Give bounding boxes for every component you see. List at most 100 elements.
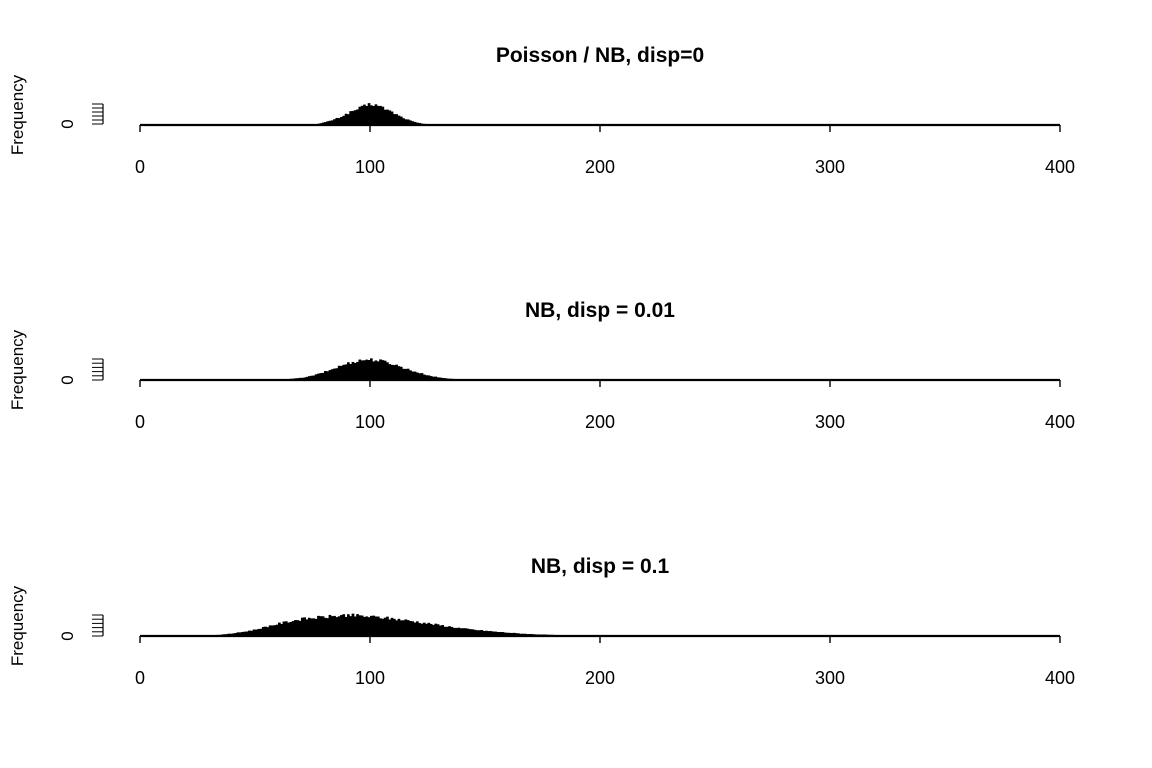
histogram-bar	[402, 620, 405, 636]
histogram-bar	[367, 360, 371, 380]
histogram-bar	[457, 627, 461, 636]
y-axis-label: Frequency	[8, 329, 27, 410]
histogram-bar	[347, 362, 350, 380]
histogram-bar	[402, 118, 405, 125]
histogram-bar	[324, 617, 327, 636]
histogram-bar	[353, 616, 357, 636]
histogram-bar	[519, 633, 523, 636]
histogram-bar	[413, 371, 417, 380]
histogram-bar	[489, 631, 493, 636]
x-tick-label: 100	[355, 412, 385, 432]
histogram-bars	[209, 613, 601, 636]
histogram-bar	[510, 632, 513, 636]
histogram-bar	[312, 375, 316, 380]
histogram-bar	[485, 630, 488, 636]
histogram-bar	[455, 627, 458, 636]
x-tick-label: 0	[135, 157, 145, 177]
histogram-bar	[229, 633, 233, 636]
histogram-bar	[351, 110, 355, 125]
histogram-bar	[291, 621, 295, 636]
x-tick-label: 0	[135, 668, 145, 688]
histogram-bar	[383, 617, 387, 636]
histogram-bar	[296, 620, 300, 636]
histogram-panel-2: NB, disp = 0.01 Frequency 0 0 100 200 300 40…	[8, 299, 1075, 432]
histogram-bar	[310, 618, 313, 636]
histogram-bar	[280, 623, 283, 636]
histogram-bar	[257, 628, 260, 636]
x-tick-label: 200	[585, 157, 615, 177]
histogram-bar	[294, 620, 297, 636]
histogram-bar	[422, 374, 426, 380]
histogram-bar	[386, 616, 389, 636]
histogram-bar	[397, 366, 401, 380]
histogram-bar	[418, 623, 421, 636]
histogram-bar	[406, 119, 410, 125]
histogram-bar	[390, 617, 394, 636]
histogram-bar	[317, 615, 320, 636]
y-tick-label: 0	[58, 631, 77, 640]
x-axis: 0 100 200 300 400	[135, 123, 1075, 177]
histogram-bar	[365, 105, 369, 125]
histogram-bar	[514, 633, 518, 636]
histogram-bar	[268, 625, 272, 636]
histogram-bar	[505, 632, 509, 636]
histogram-bar	[374, 616, 378, 636]
histogram-bar	[393, 618, 396, 636]
histogram-bar	[464, 628, 467, 636]
x-tick-label: 200	[585, 668, 615, 688]
histogram-bar	[321, 616, 325, 636]
histogram-bar	[374, 360, 378, 380]
histogram-bar	[255, 629, 258, 636]
histogram-bar	[402, 368, 405, 380]
x-tick-label: 300	[815, 668, 845, 688]
histogram-bar	[372, 615, 375, 636]
histogram-bar	[344, 616, 348, 636]
histogram-panel-1: Poisson / NB, disp=0 Frequency 0 0 100 200…	[8, 44, 1075, 177]
histogram-bar	[379, 618, 382, 636]
histogram-bar	[324, 122, 327, 125]
histogram-bar	[351, 613, 355, 636]
histogram-bar	[349, 616, 352, 636]
histogram-bar	[365, 616, 369, 636]
histogram-bar	[314, 374, 318, 380]
histogram-bar	[468, 629, 472, 636]
histogram-bar	[360, 615, 364, 636]
histogram-bar	[429, 376, 433, 380]
x-tick-label: 400	[1045, 412, 1075, 432]
y-tick-label: 0	[58, 119, 77, 128]
histogram-bar	[491, 631, 495, 636]
histogram-bar	[321, 372, 325, 380]
histogram-bar	[337, 365, 341, 380]
histogram-bar	[335, 617, 339, 636]
histogram-bar	[498, 632, 502, 636]
histogram-bar	[259, 628, 263, 636]
histogram-bar	[365, 359, 369, 380]
histogram-bar	[459, 628, 463, 636]
histogram-bar	[363, 104, 366, 125]
histogram-bar	[287, 622, 290, 636]
histogram-bar	[326, 371, 329, 380]
histogram-bar	[427, 375, 431, 380]
histogram-bar	[227, 633, 231, 636]
y-axis-label: Frequency	[8, 74, 27, 155]
histogram-bar	[478, 630, 481, 636]
histogram-bar	[340, 116, 343, 125]
histogram-bar	[390, 364, 394, 380]
histogram-bar	[250, 630, 254, 636]
histogram-bar	[337, 118, 341, 125]
x-tick-label: 400	[1045, 668, 1075, 688]
histogram-bar	[356, 361, 359, 380]
histogram-bar	[372, 106, 375, 125]
histogram-bar	[386, 362, 389, 380]
histogram-bar	[372, 361, 375, 380]
histogram-bar	[312, 618, 316, 636]
histogram-bar	[436, 624, 440, 636]
histogram-bar	[376, 616, 380, 636]
x-tick-label: 100	[355, 157, 385, 177]
y-axis-ticks	[92, 358, 104, 381]
histogram-bar	[512, 632, 516, 636]
histogram-bar	[347, 114, 350, 125]
x-tick-label: 0	[135, 412, 145, 432]
histogram-bar	[397, 618, 401, 636]
histogram-bar	[356, 109, 359, 125]
